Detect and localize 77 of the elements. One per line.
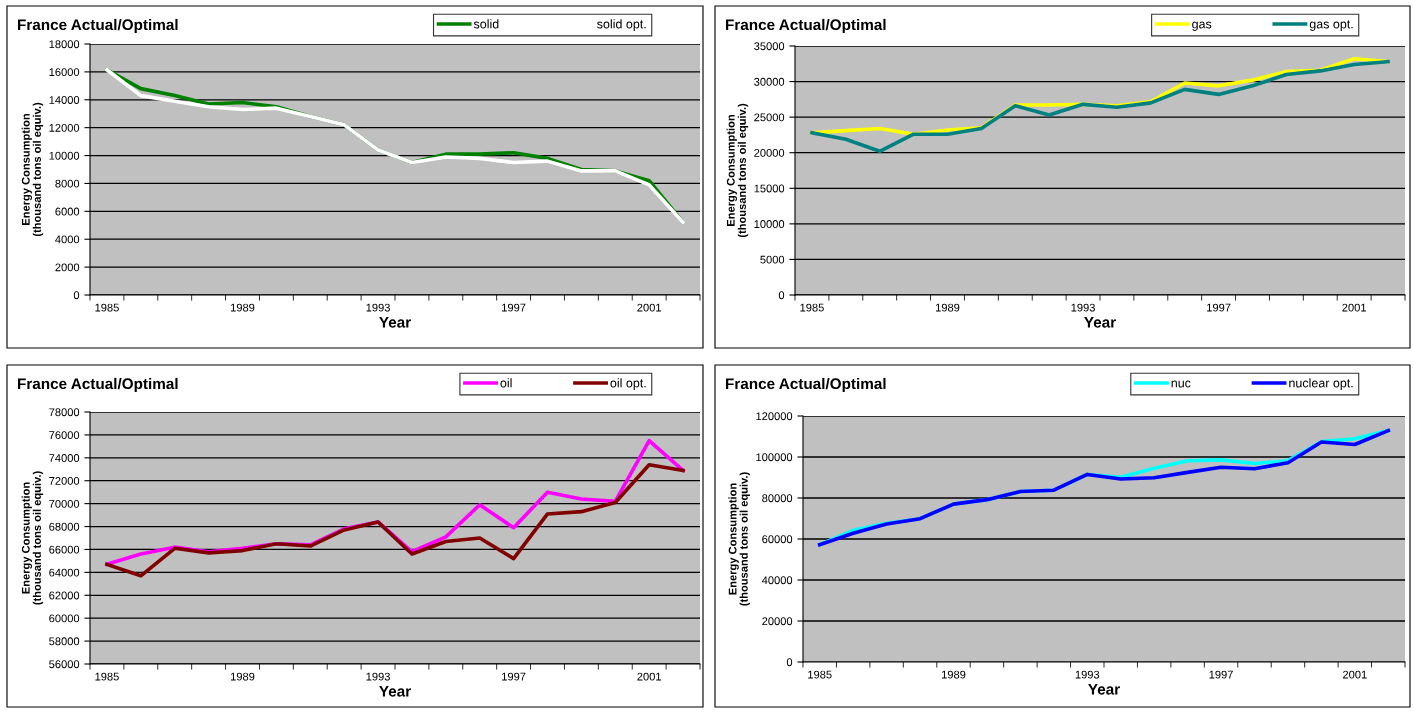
x-tick-label: 2001 [637,672,661,681]
y-tick-label: 8000 [55,179,80,188]
y-tick-label: 0 [778,291,785,300]
x-tick-label: 2001 [637,303,661,312]
y-tick-label: 4000 [55,235,80,244]
x-tick-label: 1989 [230,672,255,681]
y-tick-label: 14000 [49,96,80,104]
y-tick-label: 2000 [55,263,80,272]
y-tick-label: 18000 [49,40,80,49]
x-tick-label: 1985 [808,670,832,679]
y-tick-label: 0 [73,291,80,300]
y-tick-label: 66000 [49,545,80,554]
y-tick-label: 5000 [760,255,785,264]
y-tick-label: 60000 [49,614,80,623]
x-tick-label: 1993 [1071,303,1095,312]
y-tick-label: 16000 [49,68,80,77]
y-tick-label: 10000 [49,151,80,160]
x-tick-label: 1989 [935,303,960,312]
legend-label: oil opt. [610,378,646,390]
x-tick-label: 1989 [230,303,255,312]
x-tick-label: 1993 [366,672,390,681]
x-tick-label: 1997 [1209,670,1233,679]
legend-label: gas [1192,21,1212,31]
y-tick-label: 74000 [49,454,80,462]
y-tick-label: 56000 [49,660,80,669]
y-axis-title: Energy Consumption (thousand tons oil equiv.) [21,471,44,605]
x-tick-label: 1993 [1075,670,1100,679]
y-axis-title: Energy Consumption (thousand tons oil equiv.) [728,472,750,606]
chart-title: France Actual/Optimal [726,377,886,393]
chart-title: France Actual/Optimal [18,18,178,34]
x-tick-label: 1997 [1207,303,1231,312]
x-tick-label: 1989 [941,670,966,679]
y-tick-label: 100000 [756,453,793,462]
y-tick-label: 64000 [49,568,80,577]
x-axis-title: Year [379,317,411,328]
y-tick-label: 58000 [49,637,80,646]
y-tick-label: 76000 [49,431,80,440]
x-tick-label: 2001 [1343,670,1367,679]
y-tick-label: 40000 [761,576,793,585]
x-tick-label: 1985 [800,303,824,312]
text: solid opt. [597,19,646,31]
y-tick-label: 25000 [754,113,785,122]
y-tick-label: 80000 [762,494,793,503]
x-tick-label: 1985 [95,303,119,312]
y-axis-title: Energy Consumption (thousand tons oil equiv.) [21,102,44,237]
y-axis-title: Energy Consumption (thousand tons oil equiv.) [726,103,749,238]
chart-title: France Actual/Optimal [18,377,178,393]
x-tick-label: 1997 [502,303,526,312]
y-tick-label: 6000 [55,207,80,216]
y-tick-label: 12000 [49,123,80,132]
x-tick-label: 1993 [366,303,390,312]
chart-title: France Actual/Optimal [726,18,886,34]
y-tick-label: 15000 [754,184,785,193]
y-tick-label: 30000 [754,77,785,86]
x-tick-label: 2001 [1342,303,1366,312]
legend-label: gas opt. [1309,20,1353,31]
x-axis-title: Year [379,686,411,697]
y-tick-label: 20000 [762,617,793,626]
x-axis-title: Year [1084,317,1116,328]
x-tick-label: 1997 [502,672,526,681]
y-tick-label: 60000 [762,535,793,544]
legend-label: nuclear opt. [1289,378,1353,390]
y-tick-label: 70000 [49,499,80,508]
legend-label: solid [473,19,499,29]
legend-label: oil [500,378,512,388]
y-tick-label: 0 [786,658,793,667]
y-tick-label: 120000 [756,412,793,421]
y-tick-label: 62000 [49,591,80,600]
y-tick-label: 78000 [49,408,80,417]
y-tick-label: 35000 [754,42,785,51]
legend-label: nuc [1171,380,1191,388]
y-tick-label: 72000 [49,476,80,485]
y-tick-label: 20000 [754,148,785,157]
x-tick-label: 1985 [95,672,119,681]
x-axis-title: Year [1088,684,1120,695]
y-tick-label: 10000 [754,220,785,228]
y-tick-label: 68000 [49,522,80,531]
